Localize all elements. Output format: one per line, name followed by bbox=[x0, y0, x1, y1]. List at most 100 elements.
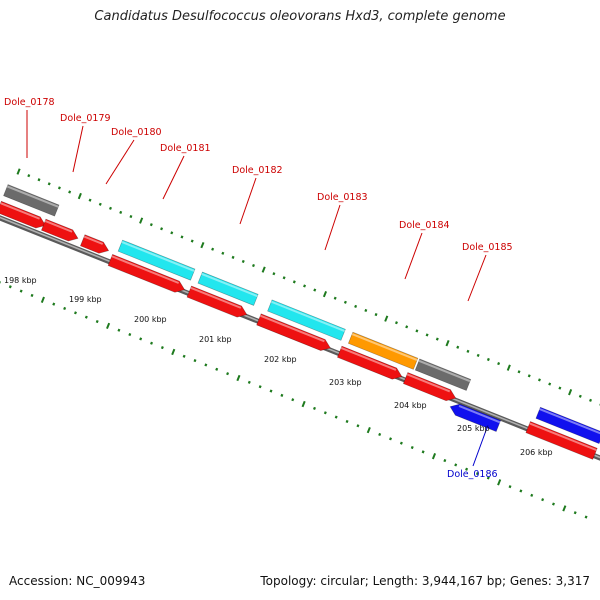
minor-tick bbox=[573, 511, 577, 515]
minor-tick bbox=[150, 341, 154, 345]
minor-tick bbox=[465, 467, 469, 471]
gene-arrow bbox=[186, 285, 248, 318]
minor-tick bbox=[109, 206, 112, 210]
minor-tick bbox=[211, 247, 215, 251]
minor-tick bbox=[584, 515, 588, 519]
gene-shine bbox=[259, 314, 325, 343]
minor-tick bbox=[394, 321, 398, 325]
minor-tick bbox=[117, 328, 121, 332]
minor-tick bbox=[57, 186, 61, 190]
minor-tick bbox=[160, 346, 164, 350]
minor-tick bbox=[486, 476, 490, 480]
gene-shine bbox=[190, 286, 242, 309]
minor-tick bbox=[269, 389, 273, 393]
gene-dole0183-box bbox=[267, 299, 346, 341]
minor-tick bbox=[129, 214, 133, 219]
gene-shine bbox=[406, 373, 451, 393]
minor-tick bbox=[435, 337, 439, 341]
minor-tick bbox=[241, 259, 245, 264]
leader-line bbox=[72, 125, 84, 173]
minor-tick bbox=[280, 393, 284, 397]
map-title: Candidatus Desulfococcus oleovorans Hxd3… bbox=[94, 9, 506, 24]
minor-tick bbox=[160, 227, 164, 231]
gene-label-dole0185: Dole_0185 bbox=[462, 242, 513, 253]
minor-tick bbox=[251, 263, 255, 268]
minor-tick bbox=[323, 411, 327, 415]
minor-tick bbox=[443, 458, 447, 463]
leader-line bbox=[467, 254, 487, 302]
minor-tick bbox=[8, 285, 12, 289]
minor-tick bbox=[149, 223, 153, 227]
minor-tick bbox=[389, 437, 393, 441]
leader-line bbox=[472, 424, 489, 467]
scale-label: 201 kbp bbox=[199, 335, 232, 344]
major-tick bbox=[322, 290, 328, 298]
gene-label-dole0183: Dole_0183 bbox=[317, 192, 368, 203]
leader-line bbox=[105, 139, 135, 185]
minor-tick bbox=[415, 329, 419, 333]
minor-tick bbox=[312, 406, 316, 410]
gene-shine bbox=[529, 422, 597, 452]
leader-line bbox=[239, 177, 257, 225]
gene-shine bbox=[0, 202, 40, 220]
minor-tick bbox=[589, 398, 593, 402]
major-tick bbox=[200, 241, 205, 249]
gene-arrow bbox=[337, 345, 403, 380]
minor-tick bbox=[405, 325, 409, 329]
gene-label-dole0181: Dole_0181 bbox=[160, 143, 211, 154]
major-tick bbox=[77, 192, 82, 200]
minor-tick bbox=[258, 385, 262, 389]
minor-tick bbox=[313, 288, 317, 292]
minor-tick bbox=[37, 178, 41, 182]
minor-tick bbox=[182, 354, 186, 358]
scale-label: 206 kbp bbox=[520, 448, 553, 457]
minor-tick bbox=[221, 251, 225, 255]
major-tick bbox=[171, 348, 176, 356]
minor-tick bbox=[292, 280, 296, 284]
minor-tick bbox=[291, 398, 295, 402]
major-tick bbox=[562, 505, 567, 512]
minor-tick bbox=[541, 498, 545, 502]
minor-tick bbox=[486, 357, 490, 362]
minor-tick bbox=[517, 370, 521, 374]
leader-line bbox=[324, 204, 341, 251]
gene-dole0185-box bbox=[414, 358, 472, 391]
genome-summary-text: Topology: circular; Length: 3,944,167 bp… bbox=[260, 574, 590, 588]
minor-tick bbox=[190, 239, 194, 243]
major-tick bbox=[366, 426, 371, 434]
gene-shine bbox=[83, 235, 104, 245]
minor-tick bbox=[354, 304, 358, 308]
minor-tick bbox=[548, 382, 552, 386]
major-tick bbox=[261, 266, 266, 273]
gene-label-dole0184: Dole_0184 bbox=[399, 220, 450, 231]
minor-tick bbox=[95, 319, 99, 324]
minor-tick bbox=[364, 308, 368, 313]
minor-tick bbox=[215, 367, 219, 371]
minor-tick bbox=[537, 378, 541, 382]
gene-label-dole0180: Dole_0180 bbox=[111, 127, 162, 138]
major-tick bbox=[16, 168, 21, 175]
gene-dole0184-box bbox=[347, 331, 419, 370]
gene-shine bbox=[418, 359, 471, 383]
major-tick bbox=[106, 322, 111, 330]
minor-tick bbox=[282, 276, 286, 280]
scale-label: 202 kbp bbox=[264, 355, 297, 364]
scale-label: 200 kbp bbox=[134, 315, 167, 324]
minor-tick bbox=[27, 174, 31, 178]
accession-text: Accession: NC_009943 bbox=[9, 574, 146, 588]
gene-dole0186-arrow bbox=[449, 403, 502, 432]
gene-arrow bbox=[402, 372, 457, 402]
major-tick bbox=[236, 374, 241, 382]
scale-label: 204 kbp bbox=[394, 401, 427, 410]
minor-tick bbox=[334, 415, 338, 419]
gene-shine bbox=[539, 408, 600, 435]
gene-arrow bbox=[0, 200, 46, 229]
major-tick bbox=[568, 389, 573, 396]
minor-tick bbox=[476, 353, 480, 357]
scale-label: 199 kbp bbox=[69, 295, 102, 304]
minor-tick bbox=[19, 289, 23, 293]
minor-tick bbox=[475, 472, 479, 476]
minor-tick bbox=[456, 345, 460, 349]
